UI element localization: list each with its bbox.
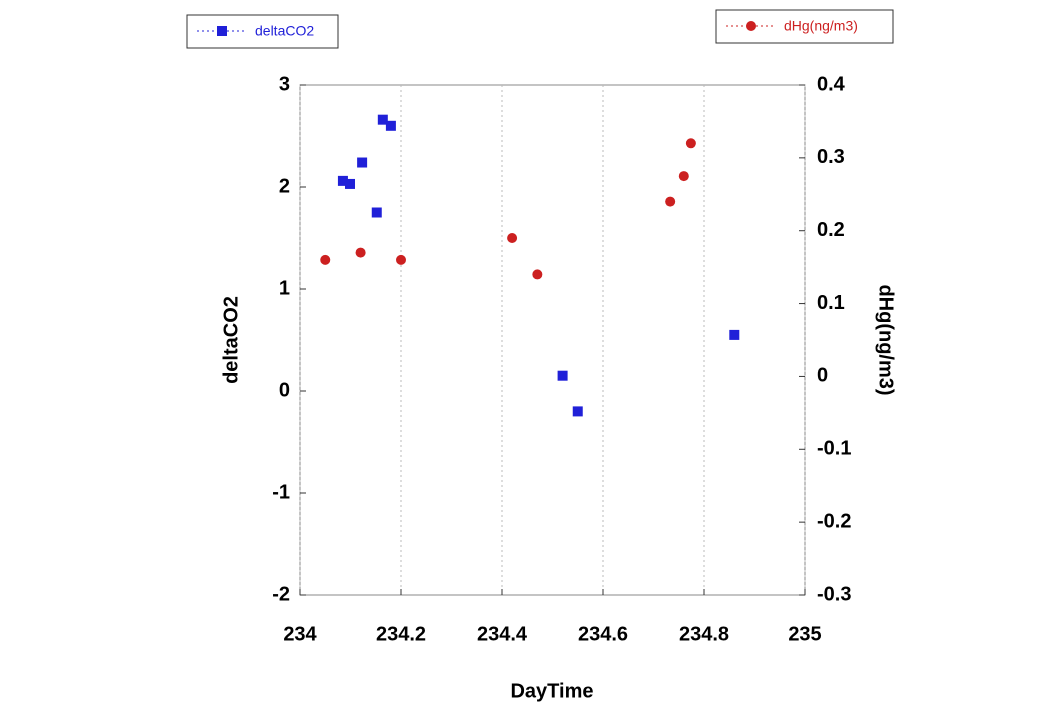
y2-tick-label: 0.1 — [817, 292, 845, 314]
y-tick-label: -2 — [272, 583, 290, 605]
y-tick-label: 2 — [279, 175, 290, 197]
y-tick-label: -1 — [272, 481, 290, 503]
data-point — [665, 197, 675, 207]
data-point — [679, 171, 689, 181]
legend-label: deltaCO2 — [255, 23, 314, 39]
y-axis-label: deltaCO2 — [220, 296, 242, 384]
data-point — [372, 208, 382, 218]
legend-marker — [217, 26, 227, 36]
y-tick-label: 1 — [279, 277, 290, 299]
data-point — [573, 406, 583, 416]
x-tick-label: 235 — [788, 623, 821, 645]
data-point — [386, 121, 396, 131]
y2-tick-label: 0.2 — [817, 219, 845, 241]
legend-marker — [746, 21, 756, 31]
data-point — [320, 255, 330, 265]
y2-tick-label: -0.1 — [817, 438, 851, 460]
y2-tick-label: 0.4 — [817, 73, 846, 95]
data-point — [532, 269, 542, 279]
legend-label: dHg(ng/m3) — [784, 18, 858, 34]
y2-tick-label: -0.3 — [817, 583, 851, 605]
data-point — [356, 248, 366, 258]
x-axis-label: DayTime — [510, 680, 593, 702]
y2-axis-label: dHg(ng/m3) — [875, 284, 897, 395]
y2-tick-label: -0.2 — [817, 510, 851, 532]
data-point — [345, 179, 355, 189]
x-tick-label: 234.6 — [578, 623, 628, 645]
x-tick-label: 234.8 — [679, 623, 729, 645]
chart: DayTime deltaCO2 dHg(ng/m3) 234 234.2 234.… — [0, 0, 1054, 719]
data-point — [396, 255, 406, 265]
y-tick-label: 0 — [279, 379, 290, 401]
x-tick-label: 234.4 — [477, 623, 528, 645]
data-point — [686, 138, 696, 148]
data-point — [357, 158, 367, 168]
data-point — [507, 233, 517, 243]
data-point — [729, 330, 739, 340]
y2-tick-label: 0 — [817, 365, 828, 387]
x-tick-label: 234 — [283, 623, 317, 645]
y-tick-label: 3 — [279, 73, 290, 95]
x-tick-label: 234.2 — [376, 623, 426, 645]
data-point — [558, 371, 568, 381]
y2-tick-label: 0.3 — [817, 146, 845, 168]
